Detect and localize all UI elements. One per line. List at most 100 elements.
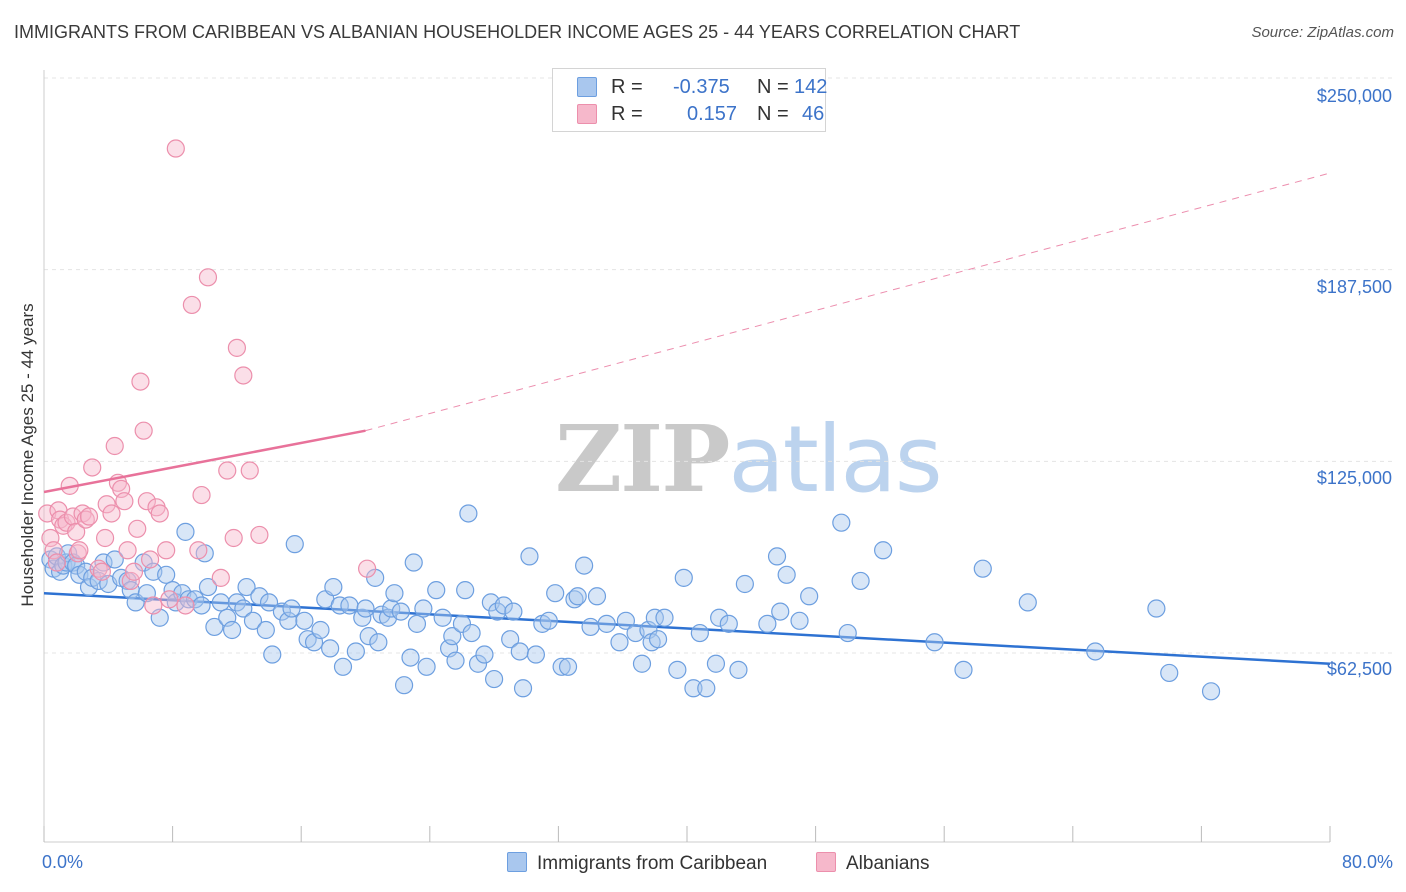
series-swatch-blue (507, 852, 527, 872)
data-point-caribbean (456, 581, 475, 600)
data-point-albanians (240, 461, 259, 480)
data-point-caribbean (211, 593, 230, 612)
data-point-caribbean (356, 599, 375, 618)
y-tick-label-187500: $187,500 (1316, 277, 1392, 297)
series-legend-albanians[interactable]: Albanians (816, 852, 929, 875)
data-point-caribbean (401, 648, 420, 667)
data-point-caribbean (565, 590, 584, 609)
legend-n-label: N = (757, 75, 789, 98)
data-point-caribbean (1160, 663, 1179, 683)
data-point-caribbean (597, 614, 616, 633)
watermark-atlas: atlas (728, 406, 942, 513)
legend-r-value: 0.157 (687, 102, 738, 125)
data-point-albanians (166, 139, 185, 158)
data-point-caribbean (575, 556, 594, 575)
data-point-caribbean (758, 614, 777, 633)
y-tick-label-62500: $62,500 (1326, 659, 1392, 679)
data-point-caribbean (610, 633, 629, 652)
data-point-caribbean (369, 633, 388, 652)
correlation-legend: R = -0.375 N = 142 R = 0.157 N = 46 (552, 68, 828, 132)
data-point-albanians (124, 562, 144, 581)
data-point-caribbean (735, 574, 754, 594)
data-point-albanians (102, 504, 121, 523)
data-point-caribbean (568, 587, 587, 606)
data-point-caribbean (443, 627, 462, 646)
data-point-caribbean (771, 602, 790, 621)
data-point-caribbean (674, 568, 693, 587)
data-point-caribbean (501, 630, 520, 649)
data-point-caribbean (729, 660, 748, 679)
y-tick-label-250000: $250,000 (1316, 86, 1392, 106)
data-point-caribbean (311, 620, 330, 640)
data-point-caribbean (234, 599, 253, 618)
data-point-caribbean (295, 611, 314, 630)
data-point-caribbean (668, 660, 687, 679)
legend-n-value: 142 (794, 75, 828, 98)
trendline-albanians (43, 429, 366, 494)
data-point-caribbean (513, 679, 533, 698)
data-point-caribbean (282, 599, 301, 618)
data-point-caribbean (581, 617, 600, 637)
y-tick-label-125000: $125,000 (1316, 468, 1392, 488)
data-point-caribbean (719, 614, 738, 633)
data-point-albanians (47, 553, 66, 572)
data-point-caribbean (925, 633, 944, 652)
data-point-caribbean (800, 587, 819, 606)
series-legend-label: Albanians (846, 853, 930, 874)
data-point-caribbean (433, 608, 452, 627)
data-point-albanians (211, 568, 230, 587)
data-point-albanians (68, 544, 87, 563)
data-point-caribbean (767, 547, 787, 566)
trendline-albanians-projection (365, 172, 1331, 432)
data-point-caribbean (205, 617, 224, 637)
data-point-caribbean (851, 571, 870, 591)
data-point-caribbean (417, 657, 436, 676)
data-point-caribbean (330, 596, 349, 615)
data-point-caribbean (552, 657, 571, 676)
data-point-albanians (76, 510, 95, 529)
data-point-caribbean (407, 614, 427, 633)
data-point-albanians (70, 541, 89, 560)
data-point-caribbean (459, 504, 478, 523)
legend-n-value: 46 (802, 102, 825, 125)
data-point-albanians (92, 562, 111, 581)
data-point-caribbean (973, 559, 992, 578)
data-point-caribbean (157, 565, 176, 584)
data-point-caribbean (250, 587, 269, 606)
data-point-caribbean (710, 608, 729, 627)
data-point-albanians (224, 528, 243, 548)
data-point-albanians (140, 550, 160, 569)
data-point-albanians (128, 519, 147, 538)
data-point-caribbean (838, 623, 857, 643)
data-point-albanians (160, 590, 179, 609)
data-point-caribbean (198, 577, 218, 597)
data-point-caribbean (414, 599, 433, 618)
data-point-caribbean (645, 608, 664, 627)
data-point-caribbean (539, 611, 558, 630)
chart-title: IMMIGRANTS FROM CARIBBEAN VS ALBANIAN HO… (14, 22, 1021, 42)
data-point-caribbean (324, 577, 343, 597)
data-point-caribbean (237, 577, 256, 597)
legend-r-label: R = (611, 75, 643, 98)
data-point-caribbean (1201, 682, 1221, 701)
series-legend-caribbean[interactable]: Immigrants from Caribbean (507, 852, 767, 875)
data-point-caribbean (587, 587, 607, 606)
data-point-albanians (150, 504, 169, 523)
data-point-albanians (134, 421, 153, 440)
data-point-albanians (97, 495, 116, 514)
data-point-albanians (176, 596, 195, 615)
data-point-caribbean (259, 593, 279, 612)
data-point-caribbean (790, 611, 809, 630)
data-point-albanians (198, 268, 218, 287)
series-legend-label: Immigrants from Caribbean (537, 853, 768, 874)
data-point-albanians (118, 541, 137, 560)
data-point-caribbean (504, 602, 523, 621)
data-point-caribbean (176, 522, 195, 541)
data-point-caribbean (655, 608, 674, 627)
data-point-caribbean (462, 623, 481, 643)
data-point-caribbean (468, 654, 488, 673)
watermark: ZIPatlas (555, 405, 943, 513)
data-point-albanians (95, 528, 115, 548)
legend-r-value: -0.375 (673, 75, 730, 98)
data-point-caribbean (321, 639, 340, 658)
